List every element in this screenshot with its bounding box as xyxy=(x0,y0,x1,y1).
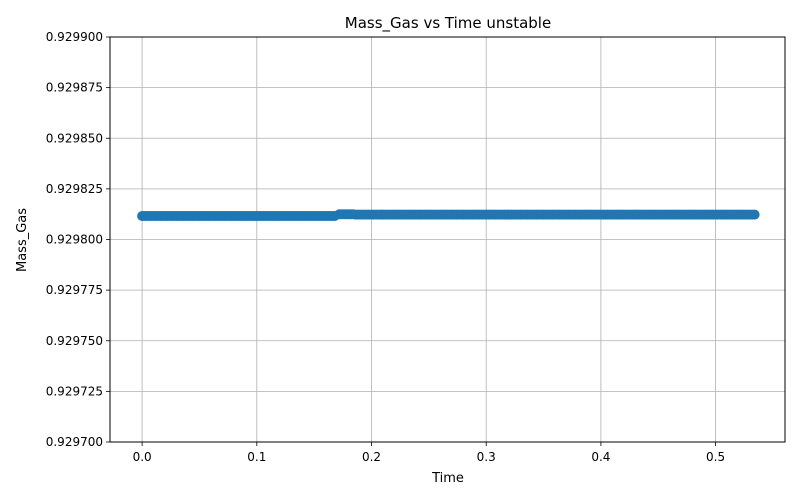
x-tick-label: 0.4 xyxy=(591,450,610,464)
x-tick-label: 0.0 xyxy=(133,450,152,464)
y-tick-label: 0.929875 xyxy=(46,81,103,95)
y-tick-label: 0.929900 xyxy=(46,30,103,44)
x-tick-label: 0.2 xyxy=(362,450,381,464)
y-axis: 0.929700 0.929725 0.929750 0.929775 0.929800… xyxy=(46,30,110,449)
x-tick-label: 0.3 xyxy=(477,450,496,464)
y-tick-label: 0.929750 xyxy=(46,334,103,348)
y-tick-label: 0.929825 xyxy=(46,182,103,196)
data-point xyxy=(749,209,760,220)
y-tick-label: 0.929800 xyxy=(46,233,103,247)
y-axis-label: Mass_Gas xyxy=(15,208,30,272)
x-tick-label: 0.1 xyxy=(247,450,266,464)
x-axis: 0.0 0.1 0.2 0.3 0.4 0.5 xyxy=(133,442,725,464)
x-tick-label: 0.5 xyxy=(706,450,725,464)
data-layer xyxy=(137,209,760,222)
y-tick-label: 0.929700 xyxy=(46,435,103,449)
y-tick-label: 0.929725 xyxy=(46,384,103,398)
grid-layer xyxy=(110,36,785,443)
y-tick-label: 0.929850 xyxy=(46,131,103,145)
chart-title: Mass_Gas vs Time unstable xyxy=(345,14,551,33)
x-axis-label: Time xyxy=(431,471,464,486)
y-tick-label: 0.929775 xyxy=(46,283,103,297)
